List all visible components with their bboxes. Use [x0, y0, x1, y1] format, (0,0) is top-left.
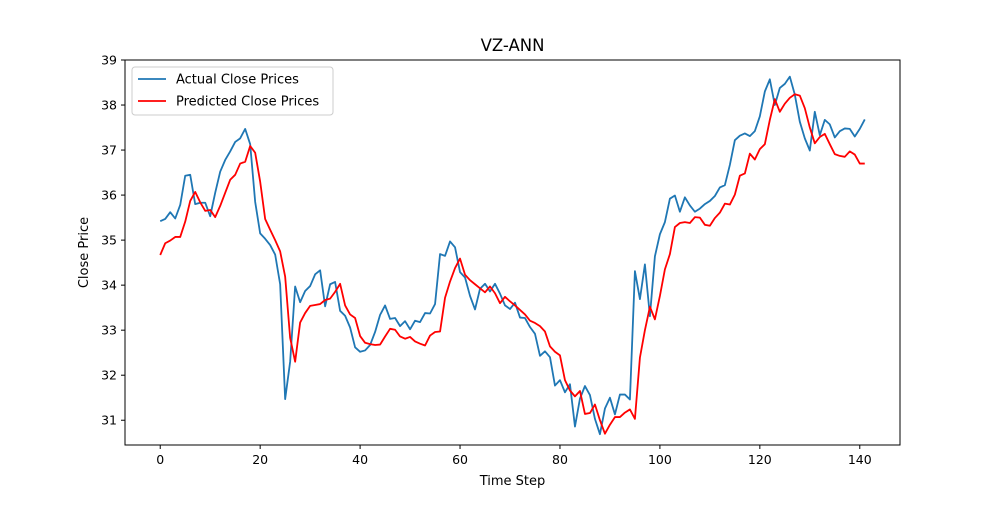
y-tick-label: 36 — [101, 188, 117, 203]
y-axis: 31 32 33 34 35 36 37 38 39 — [101, 53, 125, 428]
series-layer — [159, 75, 866, 436]
y-tick-label: 39 — [101, 53, 117, 68]
legend: Actual Close Prices Predicted Close Pric… — [131, 66, 334, 116]
chart-title: VZ-ANN — [481, 36, 545, 55]
x-tick-label: 40 — [352, 452, 368, 467]
y-tick-label: 37 — [101, 143, 117, 158]
x-tick-label: 80 — [552, 452, 568, 467]
plot-frame — [124, 59, 901, 446]
x-tick-label: 0 — [156, 452, 164, 467]
y-tick-label: 33 — [101, 323, 117, 338]
y-tick-label: 35 — [101, 233, 117, 248]
series-line-predicted — [159, 93, 865, 435]
x-tick-label: 20 — [252, 452, 268, 467]
x-tick-label: 100 — [648, 452, 672, 467]
x-tick-label: 120 — [748, 452, 772, 467]
y-tick-label: 34 — [101, 278, 117, 293]
legend-label-actual: Actual Close Prices — [176, 73, 299, 88]
y-tick-label: 38 — [101, 98, 117, 113]
y-tick-label: 31 — [101, 413, 117, 428]
x-tick-label: 140 — [848, 452, 872, 467]
legend-label-predicted: Predicted Close Prices — [176, 95, 319, 110]
y-tick-label: 32 — [101, 368, 117, 383]
series-line-actual — [159, 75, 866, 436]
legend-box — [131, 66, 334, 116]
x-axis: 0 20 40 60 80 100 120 140 — [156, 445, 872, 467]
x-axis-label: Time Step — [479, 474, 546, 489]
x-tick-label: 60 — [452, 452, 468, 467]
y-axis-label: Close Price — [77, 217, 92, 288]
